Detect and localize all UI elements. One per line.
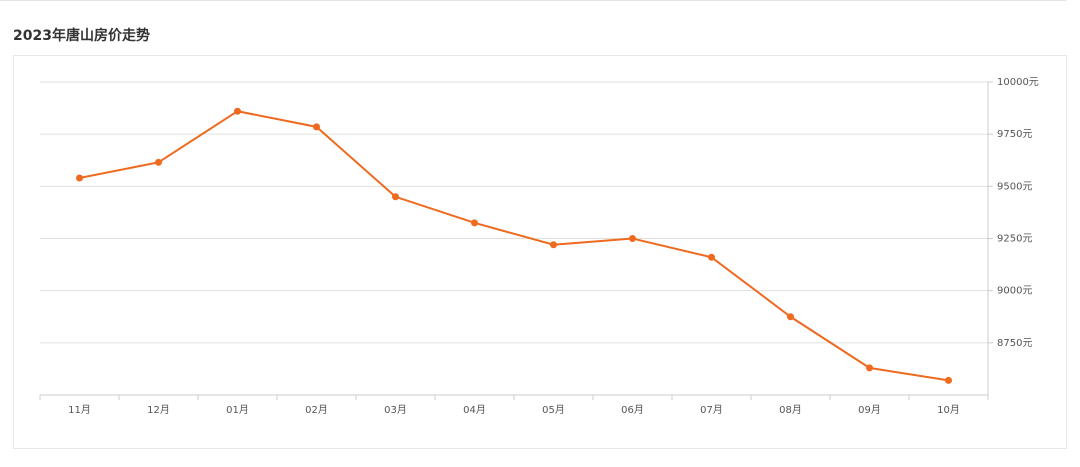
data-point xyxy=(787,313,794,321)
x-tick-label: 05月 xyxy=(542,404,565,416)
x-tick-label: 01月 xyxy=(226,404,249,416)
y-tick-label: 9000元 xyxy=(997,286,1032,297)
x-tick-label: 10月 xyxy=(937,404,960,416)
data-point xyxy=(708,253,715,261)
data-point xyxy=(392,193,399,201)
x-tick-label: 03月 xyxy=(384,404,407,416)
y-tick-label: 9750元 xyxy=(997,129,1032,140)
x-tick-label: 09月 xyxy=(858,404,881,416)
section-title: 2023年唐山房价走势 xyxy=(13,27,150,44)
x-tick-label: 02月 xyxy=(305,404,328,416)
x-tick-label: 12月 xyxy=(147,404,170,416)
y-tick-label: 8750元 xyxy=(997,338,1032,349)
y-tick-label: 9500元 xyxy=(997,181,1032,192)
data-point xyxy=(629,235,636,242)
data-point xyxy=(76,174,83,182)
data-point xyxy=(234,107,241,115)
data-point xyxy=(866,364,873,372)
chart-panel xyxy=(13,55,1067,449)
data-point xyxy=(313,123,320,131)
x-tick-label: 08月 xyxy=(779,404,802,416)
y-tick-label: 9250元 xyxy=(997,234,1032,245)
data-point xyxy=(945,376,952,384)
y-tick-label: 10000元 xyxy=(997,77,1039,88)
plot: 8750元 9000元 9250元 9500元 9750元 10000元 11月 12月 01月… xyxy=(39,77,1039,416)
x-tick-label: 04月 xyxy=(463,404,486,416)
data-point xyxy=(471,219,478,227)
x-tick-label: 07月 xyxy=(700,404,723,416)
data-point xyxy=(155,158,162,166)
x-tick-label: 06月 xyxy=(621,404,644,416)
x-tick-label: 11月 xyxy=(68,404,91,416)
price-line xyxy=(79,110,949,382)
data-point xyxy=(550,241,557,249)
